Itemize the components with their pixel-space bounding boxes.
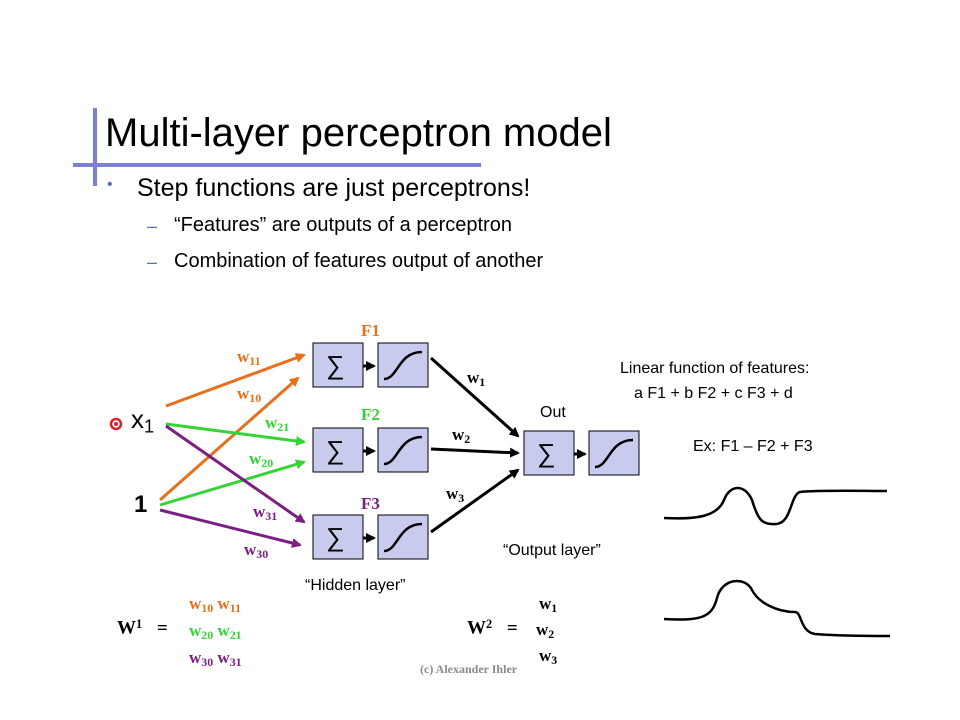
sigma-icon: ∑ [326,435,345,465]
hidden-unit-1 [312,342,429,388]
matrix-w2-row-2: w2 [536,620,555,641]
curve-example-1 [663,486,888,526]
bullet-mark: • [107,176,113,193]
edge-w21 [165,422,306,446]
matrix-w2-name: W2 = [467,617,518,639]
edge-w11 [165,353,306,408]
weight-w31: w31 [253,502,278,523]
linear-function-title: Linear function of features: [620,360,810,377]
linear-function-formula: a F1 + b F2 + c F3 + d [634,385,793,402]
slide-title: Multi-layer perceptron model [105,111,612,155]
output-unit [523,430,640,476]
input-x1: x1 [131,404,155,437]
edge-w3 [430,468,520,534]
hidden-unit-2 [312,427,429,473]
weight-w10: w10 [237,384,262,405]
weight-w30: w30 [244,540,269,561]
weight-w21: w21 [265,413,290,434]
edge-w1 [429,356,520,438]
feature-label-f1: F1 [361,321,380,340]
sub-bullet-2: Combination of features output of anothe… [174,250,544,272]
bullet-text: Step functions are just perceptrons! [137,174,531,202]
sub-bullet-dash-1: – [147,216,158,236]
pointer-dot [109,417,123,431]
edge-w10 [159,376,300,502]
curve-example-2 [663,579,891,638]
sigma-icon: ∑ [326,522,345,552]
matrix-w2-row-1: w1 [539,594,558,615]
matrix-w2-row-3: w3 [539,646,558,667]
edge-w20 [159,459,306,507]
title-accent-vertical [93,108,97,186]
matrix-w1-row-2: w20 w21 [189,621,242,642]
matrix-w1-name: W1 = [117,617,168,639]
matrix-w1-row-3: w30 w31 [189,648,242,669]
weight-w11: w11 [237,347,261,368]
feature-label-f3: F3 [361,494,380,513]
output-node-label: Out [540,404,566,421]
weight-w3: w3 [446,484,465,505]
edge-w30 [159,508,302,548]
title-accent-horizontal [73,163,481,167]
footer-credit: (c) Alexander Ihler [420,662,518,676]
matrix-w1-row-1: w10 w11 [189,594,241,615]
feature-label-f2: F2 [361,405,380,424]
weight-w2: w2 [452,425,471,446]
weight-w20: w20 [249,449,274,470]
sub-bullet-dash-2: – [147,252,158,272]
hidden-unit-3 [312,514,429,560]
edge-w2 [430,447,520,458]
output-layer-label: “Output layer” [503,542,601,559]
weight-w1: w1 [467,368,486,389]
sub-bullet-1: “Features” are outputs of a perceptron [174,214,512,236]
edge-w31 [165,424,306,524]
hidden-layer-label: “Hidden layer” [305,577,406,594]
example-formula: Ex: F1 – F2 + F3 [693,438,813,455]
input-bias-one: 1 [134,491,148,518]
sigma-icon: ∑ [537,438,556,468]
sigma-icon: ∑ [326,350,345,380]
